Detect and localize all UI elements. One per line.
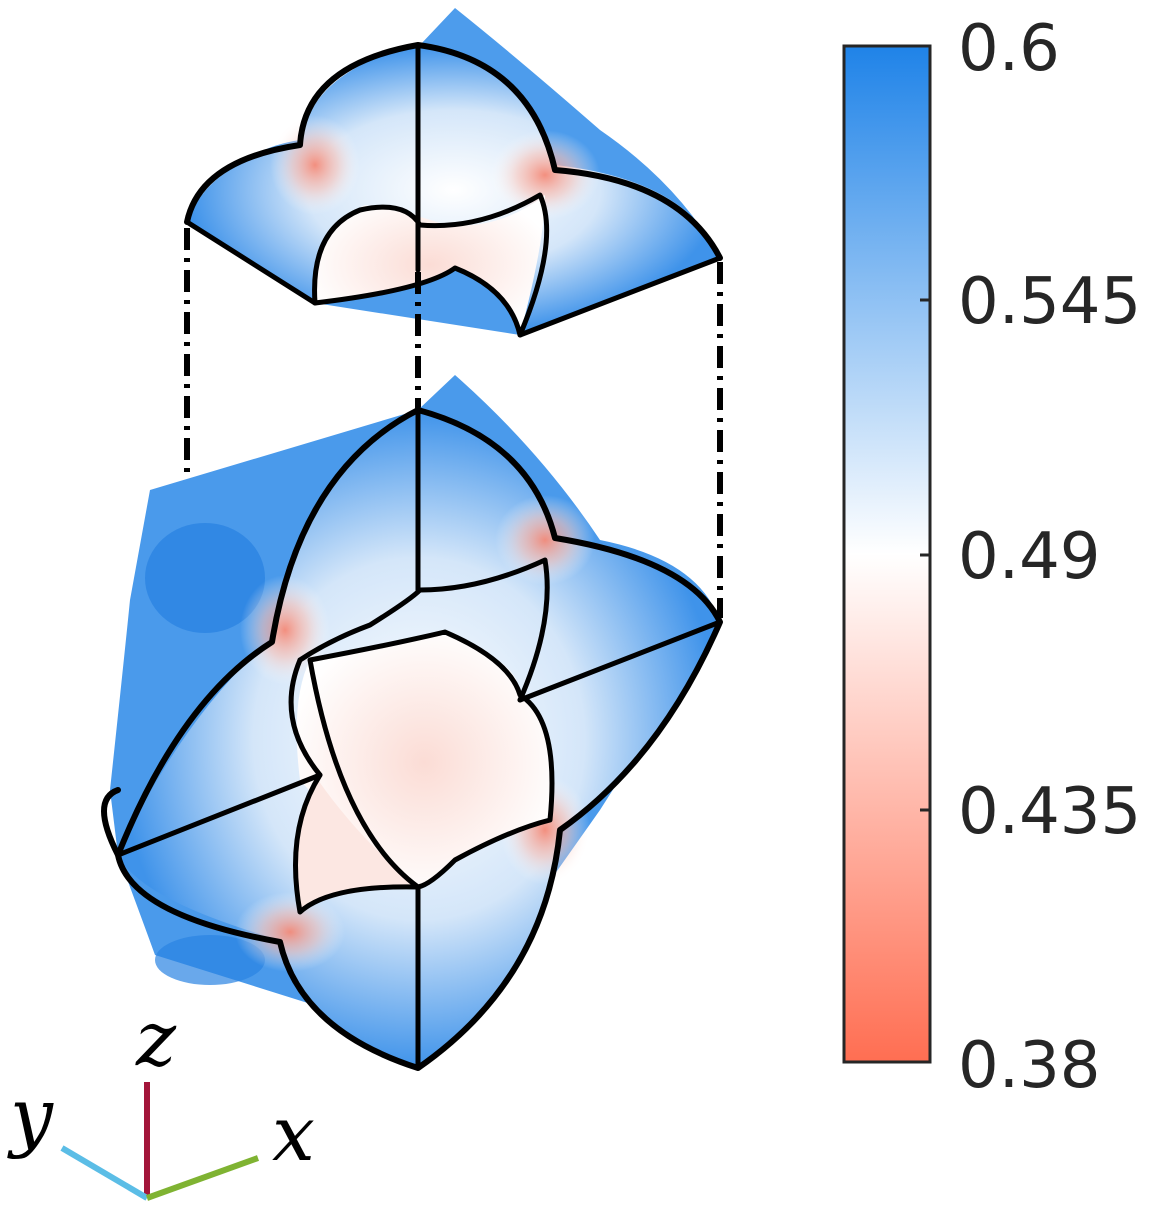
top-outline bbox=[184, 42, 723, 261]
colorbar-label-0545: 0.545 bbox=[958, 265, 1141, 339]
top-inner-curve bbox=[312, 192, 550, 338]
top-red-spot-left bbox=[270, 115, 360, 215]
bottom-red-spot-upper-right bbox=[495, 495, 595, 585]
colorbar-label-0435: 0.435 bbox=[958, 775, 1141, 849]
bottom-outline-left-arc bbox=[115, 407, 421, 858]
top-edge-right bbox=[517, 255, 723, 338]
bottom-inner-core bbox=[296, 635, 552, 890]
z-axis-label: z bbox=[135, 994, 177, 1083]
axis-triad: z y x bbox=[7, 994, 315, 1201]
colorbar: 0.6 0.545 0.49 0.435 0.38 bbox=[842, 12, 1141, 1103]
y-axis-line bbox=[60, 1145, 149, 1201]
colorbar-label-max: 0.6 bbox=[958, 12, 1060, 86]
x-axis-label: x bbox=[272, 1089, 315, 1178]
colorbar-label-049: 0.49 bbox=[958, 520, 1101, 594]
bottom-outline bbox=[101, 407, 723, 1071]
top-edge-left bbox=[184, 219, 318, 306]
bottom-dark-blue-spot-2 bbox=[155, 935, 265, 985]
connector-lines bbox=[184, 228, 723, 618]
bottom-surface bbox=[101, 375, 723, 1071]
colorbar-ticks bbox=[920, 298, 930, 812]
y-axis-label: y bbox=[7, 1071, 54, 1160]
bottom-inner-left-curve bbox=[288, 657, 421, 915]
bottom-inner-lobe-lower bbox=[297, 780, 418, 912]
bottom-dark-blue-spot bbox=[145, 523, 265, 633]
top-surface bbox=[184, 8, 723, 338]
colorbar-label-min: 0.38 bbox=[958, 1029, 1101, 1103]
bottom-red-spot-bottom bbox=[235, 892, 345, 972]
top-red-spot-right bbox=[490, 130, 600, 220]
bottom-diagonal-left bbox=[115, 772, 323, 858]
top-inner-pink bbox=[314, 195, 545, 335]
bottom-diagonal-right bbox=[517, 619, 723, 703]
x-axis-line bbox=[145, 1155, 260, 1201]
colorbar-gradient bbox=[842, 44, 932, 1064]
bottom-inner-upper-curve bbox=[297, 557, 550, 703]
bottom-inner-core-curve bbox=[307, 629, 555, 890]
